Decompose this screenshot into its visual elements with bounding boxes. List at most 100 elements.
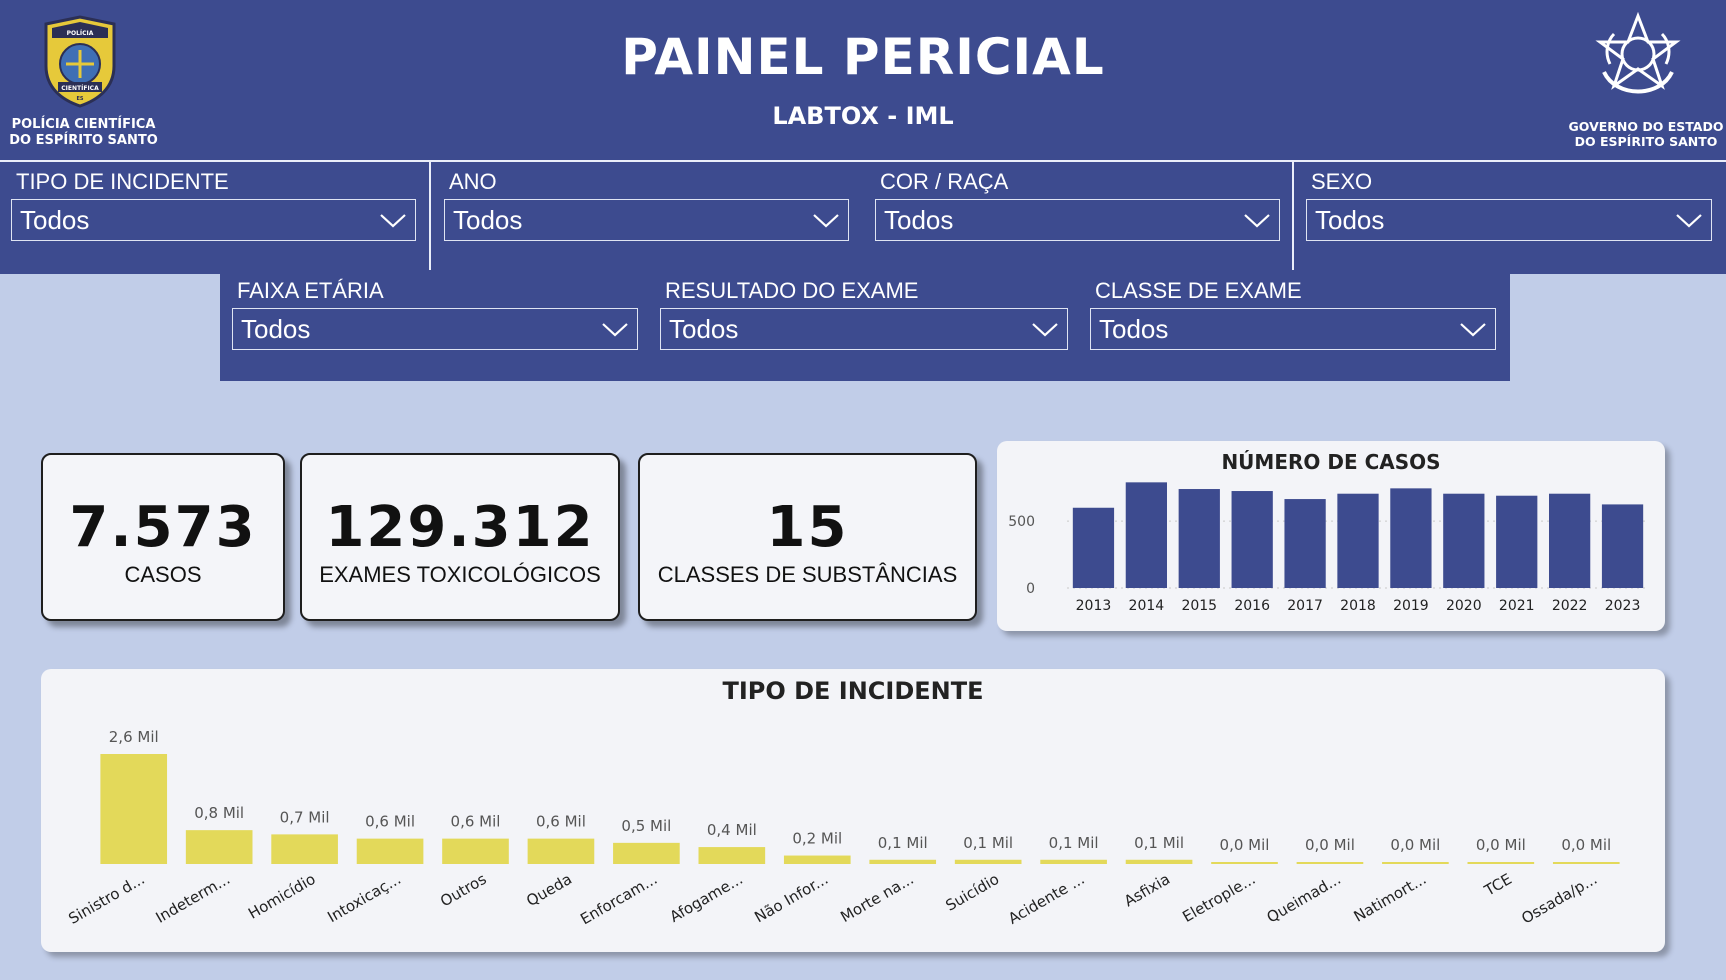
x-tick-label: Ossada/p... [1518, 870, 1600, 928]
kpi-casos-card: 7.573 CASOS [41, 453, 285, 621]
page-title: PAINEL PERICIAL [621, 28, 1105, 86]
tipo-de-incidente-card: TIPO DE INCIDENTE 2,6 Mil Sinistro d... 0,8… [41, 669, 1665, 952]
x-tick-label: 2015 [1181, 598, 1217, 614]
filter-classe-exame-dropdown[interactable]: Todos [1090, 308, 1496, 350]
x-tick-label: Natimort... [1351, 870, 1430, 926]
filter-value: Todos [1099, 314, 1169, 344]
filter-value: Todos [1315, 205, 1385, 235]
filter-sexo: SEXO Todos [1306, 165, 1712, 241]
bar-2020[interactable] [1443, 493, 1485, 588]
logo-right-line2: DO ESPÍRITO SANTO [1574, 134, 1718, 149]
filter-resultado-exame-dropdown[interactable]: Todos [660, 308, 1068, 350]
y-tick-label: 500 [1008, 514, 1035, 530]
filter-label: FAIXA ETÁRIA [237, 278, 384, 303]
bar-Eletrople...[interactable] [1211, 862, 1278, 864]
filter-sexo-dropdown[interactable]: Todos [1306, 199, 1712, 241]
bar-Ossada/p...[interactable] [1552, 862, 1620, 864]
bar-Enforcam...[interactable] [613, 842, 680, 864]
data-label: 0,0 Mil [1390, 836, 1440, 854]
data-label: 0,0 Mil [1305, 836, 1355, 854]
bar-Homicídio[interactable] [271, 834, 338, 864]
x-tick-label: 2021 [1499, 598, 1535, 614]
x-tick-label: 2014 [1129, 598, 1165, 614]
filter-row-2 [220, 272, 1510, 381]
bar-Afogame...[interactable] [698, 847, 766, 864]
bar-2021[interactable] [1496, 495, 1538, 588]
filter-ano-dropdown[interactable]: Todos [444, 199, 849, 241]
data-label: 0,1 Mil [1049, 834, 1099, 852]
bar-2016[interactable] [1231, 491, 1273, 588]
filter-value: Todos [20, 205, 90, 235]
filter-value: Todos [453, 205, 523, 235]
chevron-down-icon [813, 214, 839, 228]
x-tick-label: Acidente ... [1005, 870, 1087, 928]
x-tick-label: Suicídio [943, 870, 1003, 915]
bar-2013[interactable] [1072, 507, 1115, 588]
x-tick-label: 2019 [1393, 598, 1429, 614]
filter-label: ANO [449, 169, 497, 194]
page-subtitle: LABTOX - IML [772, 102, 954, 130]
bar-2023[interactable] [1601, 504, 1644, 588]
bar-Sinistro d...[interactable] [100, 754, 168, 864]
filter-faixa-etaria-dropdown[interactable]: Todos [232, 308, 638, 350]
x-tick-label: Intoxicaç... [324, 870, 404, 926]
kpi-exames-card: 129.312 EXAMES TOXICOLÓGICOS [300, 453, 620, 621]
filter-value: Todos [884, 205, 954, 235]
bar-Acidente ...[interactable] [1040, 859, 1107, 864]
data-label: 0,0 Mil [1476, 836, 1526, 854]
bar-Suicídio[interactable] [954, 859, 1022, 864]
data-label: 0,6 Mil [536, 813, 586, 831]
x-tick-label: Indeterm... [153, 870, 234, 927]
bar-2017[interactable] [1284, 499, 1326, 588]
x-tick-label: Morte na... [837, 870, 916, 926]
bar-2018[interactable] [1337, 493, 1379, 588]
policia-cientifica-logo-text: POLÍCIA CIENTÍFICA DO ESPÍRITO SANTO [6, 117, 161, 149]
filter-label: CLASSE DE EXAME [1095, 278, 1302, 303]
bar-Outros[interactable] [442, 838, 509, 864]
filter-label: TIPO DE INCIDENTE [16, 169, 229, 194]
data-label: 0,1 Mil [1134, 834, 1184, 852]
x-tick-label: 2022 [1552, 598, 1588, 614]
kpi-label: CASOS [124, 562, 202, 587]
logo-right-line1: GOVERNO DO ESTADO [1568, 119, 1724, 134]
filter-classe-exame: CLASSE DE EXAME Todos [1090, 274, 1496, 350]
x-tick-label: Não Infor... [751, 870, 831, 927]
bar-2022[interactable] [1549, 493, 1591, 588]
policia-cientifica-badge-icon: POLÍCIA CIENTÍFICA ES [44, 15, 116, 108]
bar-Queimad...[interactable] [1296, 862, 1364, 864]
filter-label: RESULTADO DO EXAME [665, 278, 919, 303]
kpi-label: EXAMES TOXICOLÓGICOS [319, 562, 601, 587]
filter-cor-raca-dropdown[interactable]: Todos [875, 199, 1280, 241]
bar-2019[interactable] [1390, 488, 1432, 588]
bar-Natimort...[interactable] [1382, 862, 1449, 864]
bar-2015[interactable] [1178, 489, 1220, 588]
x-tick-label: Queimad... [1264, 870, 1344, 927]
data-label: 0,2 Mil [792, 830, 842, 848]
bar-Asfixia[interactable] [1125, 859, 1193, 864]
data-label: 0,0 Mil [1561, 836, 1611, 854]
bar-Queda[interactable] [527, 838, 595, 864]
bar-2014[interactable] [1125, 482, 1167, 588]
logo-left-line1: POLÍCIA CIENTÍFICA [11, 117, 156, 132]
header: POLÍCIA CIENTÍFICA ES POLÍCIA CIENTÍFICA… [0, 0, 1726, 160]
filter-tipo-incidente-dropdown[interactable]: Todos [11, 199, 416, 241]
filter-faixa-etaria: FAIXA ETÁRIA Todos [232, 274, 638, 350]
bar-Morte na...[interactable] [869, 859, 937, 864]
chevron-down-icon [1244, 214, 1270, 228]
chart-title: NÚMERO DE CASOS [1221, 450, 1440, 474]
data-label: 0,1 Mil [963, 834, 1013, 852]
x-tick-label: TCE [1481, 870, 1515, 900]
x-tick-label: 2017 [1287, 598, 1323, 614]
badge-bottom-text: CIENTÍFICA [61, 84, 99, 92]
chevron-down-icon [1032, 323, 1058, 337]
bar-Intoxicaç...[interactable] [356, 838, 424, 864]
bar-Não Infor...[interactable] [783, 855, 851, 864]
x-tick-label: 2020 [1446, 598, 1482, 614]
x-tick-label: 2023 [1605, 598, 1641, 614]
x-tick-label: Outros [437, 870, 489, 911]
logo-left-line2: DO ESPÍRITO SANTO [9, 133, 158, 148]
chevron-down-icon [602, 323, 628, 337]
kpi-value: 7.573 [69, 495, 257, 560]
bar-Indeterm...[interactable] [185, 830, 253, 864]
bar-TCE[interactable] [1467, 862, 1535, 864]
